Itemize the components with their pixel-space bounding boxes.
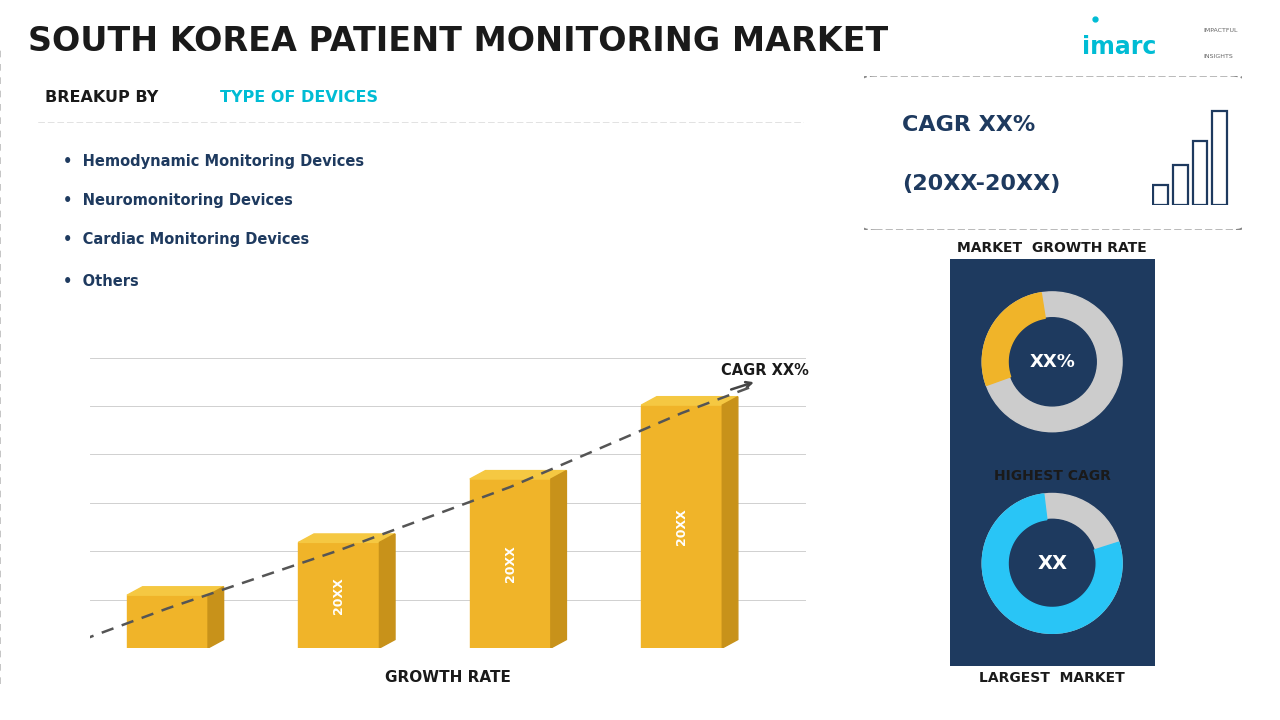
Text: 20XX: 20XX (676, 508, 689, 545)
Text: TYPE OF DEVICES: TYPE OF DEVICES (220, 90, 378, 105)
Circle shape (1009, 318, 1096, 406)
Bar (1193, 140, 1207, 205)
Text: SOUTH KOREA PATIENT MONITORING MARKET: SOUTH KOREA PATIENT MONITORING MARKET (28, 25, 888, 58)
Bar (298, 542, 379, 648)
Polygon shape (722, 397, 737, 648)
Circle shape (982, 292, 1123, 432)
Text: IMPACTFUL: IMPACTFUL (1203, 28, 1238, 32)
Text: •  Neuromonitoring Devices: • Neuromonitoring Devices (63, 193, 293, 207)
Text: 20XX: 20XX (504, 545, 517, 582)
Text: MARKET  GROWTH RATE: MARKET GROWTH RATE (957, 241, 1147, 255)
Bar (470, 479, 550, 648)
Bar (1153, 185, 1167, 205)
Text: GROWTH RATE: GROWTH RATE (385, 670, 511, 685)
Text: CAGR XX%: CAGR XX% (901, 115, 1036, 135)
Text: (20XX-20XX): (20XX-20XX) (901, 174, 1060, 194)
Text: INSIGHTS: INSIGHTS (1203, 54, 1233, 58)
Text: XX: XX (1037, 554, 1068, 573)
Bar (641, 405, 722, 648)
Text: •  Others: • Others (63, 274, 138, 289)
Text: imarc: imarc (1082, 35, 1156, 59)
Text: 20XX: 20XX (333, 577, 346, 613)
Text: •  Hemodynamic Monitoring Devices: • Hemodynamic Monitoring Devices (63, 154, 364, 168)
Bar (1172, 166, 1188, 205)
Circle shape (982, 493, 1123, 634)
Polygon shape (298, 534, 396, 542)
FancyBboxPatch shape (17, 122, 823, 319)
Polygon shape (550, 471, 567, 648)
Polygon shape (209, 587, 224, 648)
FancyBboxPatch shape (941, 251, 1164, 473)
Polygon shape (379, 534, 396, 648)
Polygon shape (127, 587, 224, 595)
Text: LARGEST  MARKET: LARGEST MARKET (979, 671, 1125, 685)
FancyBboxPatch shape (941, 452, 1164, 675)
Bar (1212, 111, 1228, 205)
Text: CAGR XX%: CAGR XX% (721, 363, 809, 378)
Polygon shape (470, 471, 567, 479)
FancyBboxPatch shape (860, 76, 1245, 230)
Text: •  Cardiac Monitoring Devices: • Cardiac Monitoring Devices (63, 232, 308, 246)
Text: BREAKUP BY: BREAKUP BY (45, 90, 164, 105)
Circle shape (1009, 519, 1096, 608)
Text: HIGHEST CAGR: HIGHEST CAGR (993, 469, 1111, 483)
Text: XX%: XX% (1029, 353, 1075, 371)
Polygon shape (982, 494, 1123, 634)
Polygon shape (982, 293, 1046, 385)
Bar (127, 595, 209, 648)
Polygon shape (641, 397, 737, 405)
